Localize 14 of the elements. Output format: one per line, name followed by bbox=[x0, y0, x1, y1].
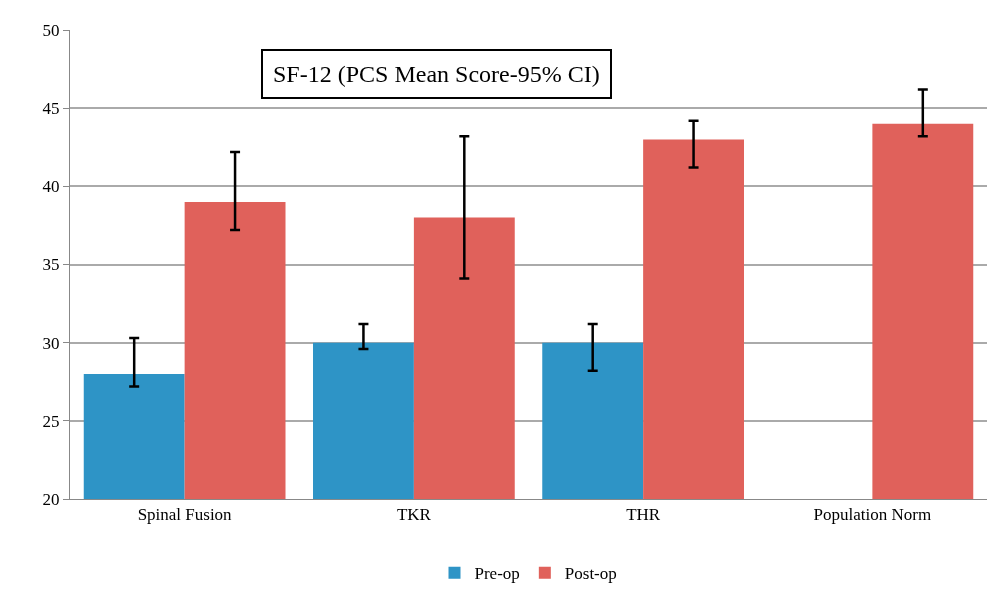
x-tick-label: Spinal Fusion bbox=[137, 505, 233, 525]
x-tick-label: THR bbox=[626, 505, 661, 525]
y-tick-label: 25 bbox=[42, 411, 60, 431]
y-tick-label: 45 bbox=[42, 99, 60, 119]
y-tick-label: 50 bbox=[42, 20, 60, 40]
legend-label: Pre-op bbox=[474, 564, 520, 584]
x-tick-label: TKR bbox=[396, 505, 432, 525]
y-tick-label: 20 bbox=[42, 489, 60, 509]
legend-label: Post-op bbox=[564, 564, 617, 584]
y-tick-label: 40 bbox=[42, 177, 60, 197]
x-tick-label: Population Norm bbox=[813, 505, 932, 525]
y-tick-label: 35 bbox=[42, 255, 60, 275]
text: SF-12 (PCS Mean Score-95% CI) bbox=[273, 61, 600, 87]
y-tick-label: 30 bbox=[42, 333, 60, 353]
